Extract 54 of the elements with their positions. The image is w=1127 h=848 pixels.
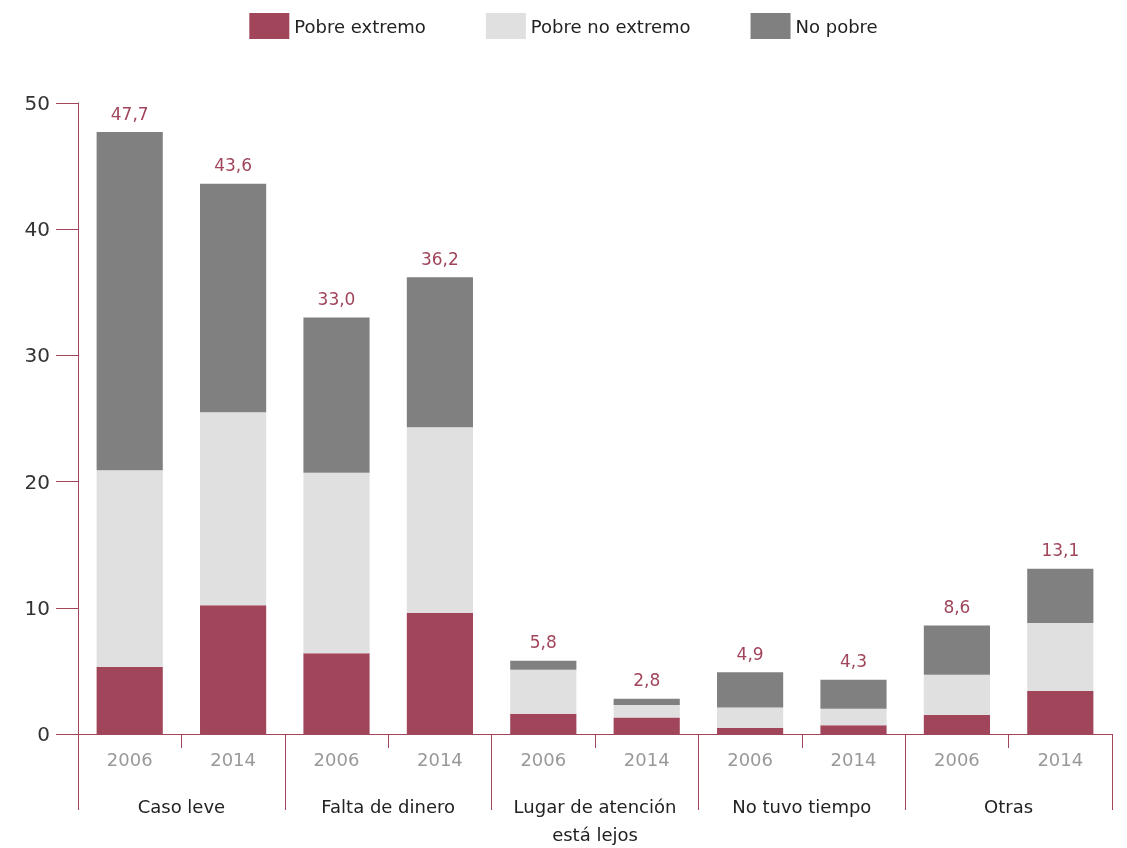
bar bbox=[820, 679, 887, 709]
x-tick-label: 2006 bbox=[106, 748, 153, 770]
bar bbox=[96, 132, 163, 471]
text: Falta de dinero bbox=[321, 795, 456, 817]
total-label: 8,6 bbox=[943, 596, 971, 617]
total-label: 5,8 bbox=[529, 632, 557, 653]
total-label: 33,0 bbox=[317, 289, 356, 310]
total-label: 2,8 bbox=[633, 670, 661, 691]
bar bbox=[717, 672, 784, 708]
bar bbox=[613, 704, 680, 718]
x-tick-label: 2006 bbox=[520, 748, 567, 770]
total-label: 43,6 bbox=[214, 155, 253, 176]
y-tick-label: 20 bbox=[24, 469, 50, 494]
bar bbox=[303, 472, 370, 654]
text: Otras bbox=[984, 795, 1034, 817]
bar bbox=[717, 707, 784, 728]
bar bbox=[200, 412, 267, 606]
bar bbox=[510, 660, 577, 670]
bar bbox=[406, 427, 473, 613]
bar bbox=[1027, 622, 1094, 692]
x-tick-label: 2014 bbox=[1037, 748, 1084, 770]
y-tick-label: 0 bbox=[37, 722, 50, 746]
text: No tuvo tiempo bbox=[732, 795, 872, 817]
x-tick-label: 2006 bbox=[933, 748, 980, 770]
total-label: 36,2 bbox=[420, 248, 459, 269]
bar bbox=[200, 183, 267, 413]
text: Caso leve bbox=[137, 795, 226, 817]
bar bbox=[820, 708, 887, 726]
x-tick-label: 2014 bbox=[210, 748, 257, 770]
text: Lugar de atención está lejos bbox=[513, 795, 677, 845]
y-tick-label: 50 bbox=[24, 91, 50, 115]
x-tick-label: 2006 bbox=[313, 748, 360, 770]
total-label: 13,1 bbox=[1041, 540, 1080, 561]
legend-label: Pobre extremo bbox=[294, 15, 426, 37]
bar bbox=[303, 317, 370, 473]
bar bbox=[923, 674, 990, 716]
legend-label: No pobre bbox=[795, 15, 878, 37]
bar bbox=[406, 277, 473, 428]
legend-label: Pobre no extremo bbox=[530, 15, 691, 37]
bar bbox=[1027, 568, 1094, 623]
total-label: 4,3 bbox=[839, 651, 868, 672]
y-tick-label: 30 bbox=[24, 343, 50, 368]
total-label: 47,7 bbox=[110, 103, 149, 124]
bar bbox=[510, 669, 577, 714]
bar bbox=[923, 625, 990, 675]
x-tick-label: 2014 bbox=[416, 748, 463, 770]
y-tick-label: 40 bbox=[24, 217, 50, 242]
bar bbox=[96, 470, 163, 668]
bar bbox=[613, 698, 680, 705]
x-tick-label: 2014 bbox=[623, 748, 670, 770]
total-label: 4,9 bbox=[736, 643, 764, 664]
x-tick-label: 2006 bbox=[727, 748, 774, 770]
x-tick-label: 2014 bbox=[830, 748, 877, 770]
y-tick-label: 10 bbox=[24, 595, 50, 620]
